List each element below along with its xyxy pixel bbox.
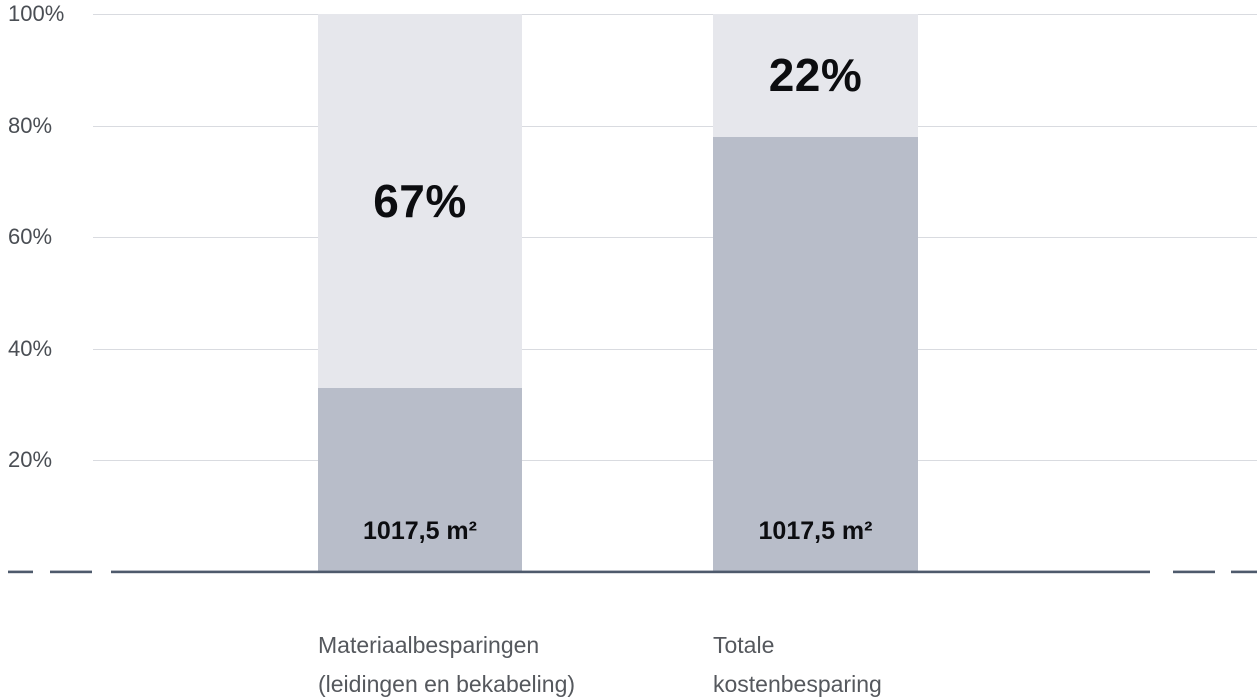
bar2-area-value-label: 1017,5 m² <box>758 516 873 545</box>
plot-area: 100% 80% 60% 40% 20% 67% 1017,5 m² 22% 1017,… <box>0 1 1257 572</box>
category-label-line2: (leidingen en bekabeling) <box>318 671 576 697</box>
bar2-top-percvalue-label: 22% <box>768 49 863 102</box>
category-label-totale-kostenbesparing: Totale kostenbesparing <box>713 626 882 699</box>
gridline-100 <box>93 14 1257 15</box>
bar-materiaalbesparingen: 67% 1017,5 m² <box>318 14 522 572</box>
bar1-top-segment: 67% <box>318 14 522 388</box>
y-tick-label-60: 60% <box>8 224 53 250</box>
bar1-bottom-segment: 1017,5 m² <box>318 387 522 572</box>
category-label-materiaalbesparingen: Materiaalbesparingen (leidingen en bekab… <box>318 626 575 699</box>
axis-dash-segments <box>8 570 1257 574</box>
y-tick-label-80: 80% <box>8 112 53 138</box>
category-label-line2: kostenbesparing <box>713 671 882 697</box>
category-label-line1: Totale <box>713 632 775 658</box>
gridline-60 <box>93 237 1257 239</box>
bar1-area-value-label: 1017,5 m² <box>363 516 477 545</box>
category-axis-labels: Materiaalbesparingen (leidingen en bekab… <box>0 626 1257 699</box>
x-axis-baseline <box>8 570 1257 574</box>
gridline-20 <box>93 460 1257 462</box>
gridline-40 <box>93 348 1257 350</box>
gridline-80 <box>93 125 1257 127</box>
y-tick-label-40: 40% <box>8 335 53 361</box>
y-tick-label-20: 20% <box>8 447 53 473</box>
bar2-top-segment: 22% <box>713 14 918 137</box>
bar1-top-percvalue-label: 67% <box>373 174 467 227</box>
y-tick-label-100: 100% <box>8 1 65 26</box>
bar2-bottom-segment: 1017,5 m² <box>713 136 918 572</box>
bar-totale-kostenbesparing: 22% 1017,5 m² <box>713 14 918 572</box>
category-label-line1: Materiaalbesparingen <box>318 632 540 658</box>
